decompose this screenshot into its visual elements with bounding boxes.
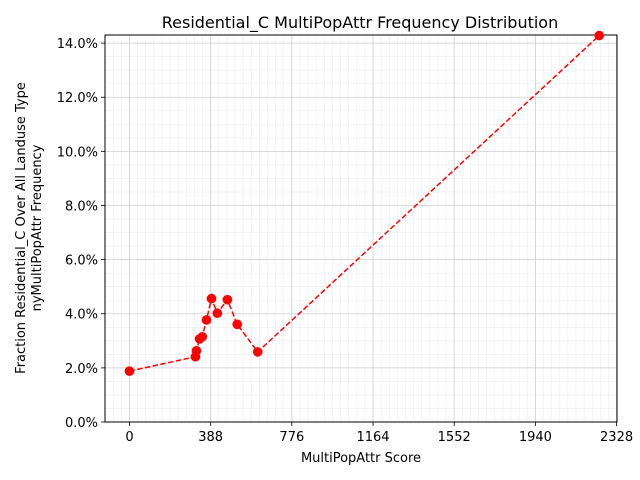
data-point xyxy=(222,294,233,305)
chart-title: Residential_C MultiPopAttr Frequency Dis… xyxy=(162,13,558,33)
y-tick-label: 12.0% xyxy=(57,91,98,106)
x-tick-label: 1164 xyxy=(356,430,389,445)
data-point xyxy=(191,346,202,356)
y-tick-label: 8.0% xyxy=(65,199,98,214)
series-line xyxy=(129,34,600,372)
data-point xyxy=(197,331,208,342)
data-point xyxy=(206,293,217,304)
y-tick-label: 10.0% xyxy=(57,145,98,160)
x-tick-label: 1552 xyxy=(438,430,471,445)
x-axis-label: MultiPopAttr Score xyxy=(301,451,421,466)
series-layer xyxy=(124,30,605,376)
x-axis: 0 388 776 1164 1552 1940 2328 xyxy=(125,422,633,445)
y-tick-label: 6.0% xyxy=(65,254,98,269)
data-point xyxy=(212,308,223,319)
x-tick-label: 388 xyxy=(198,430,223,445)
y-tick-label: 4.0% xyxy=(65,308,98,323)
data-point xyxy=(201,315,212,325)
x-tick-label: 1940 xyxy=(519,430,552,445)
y-tick-label: 0.0% xyxy=(65,416,98,431)
y-axis-label-line1: Fraction Residential_C Over All Landuse … xyxy=(14,82,29,374)
plot-area-frame xyxy=(104,34,618,423)
x-tick-label: 0 xyxy=(125,430,133,445)
y-tick-label: 14.0% xyxy=(57,37,98,52)
data-point xyxy=(594,30,605,41)
data-point xyxy=(252,347,263,357)
y-axis-label-line2: nyMultiPopAttr Frequency xyxy=(30,144,45,311)
data-point xyxy=(124,366,135,376)
x-tick-label: 2328 xyxy=(600,430,633,445)
y-axis: 0.0% 2.0% 4.0% 6.0% 8.0% 10.0% 12.0% 14.0% xyxy=(57,37,105,431)
minor-grid xyxy=(104,35,617,423)
data-point xyxy=(232,319,243,330)
x-tick-label: 776 xyxy=(279,430,304,445)
major-grid xyxy=(105,35,617,423)
y-tick-label: 2.0% xyxy=(65,362,98,377)
